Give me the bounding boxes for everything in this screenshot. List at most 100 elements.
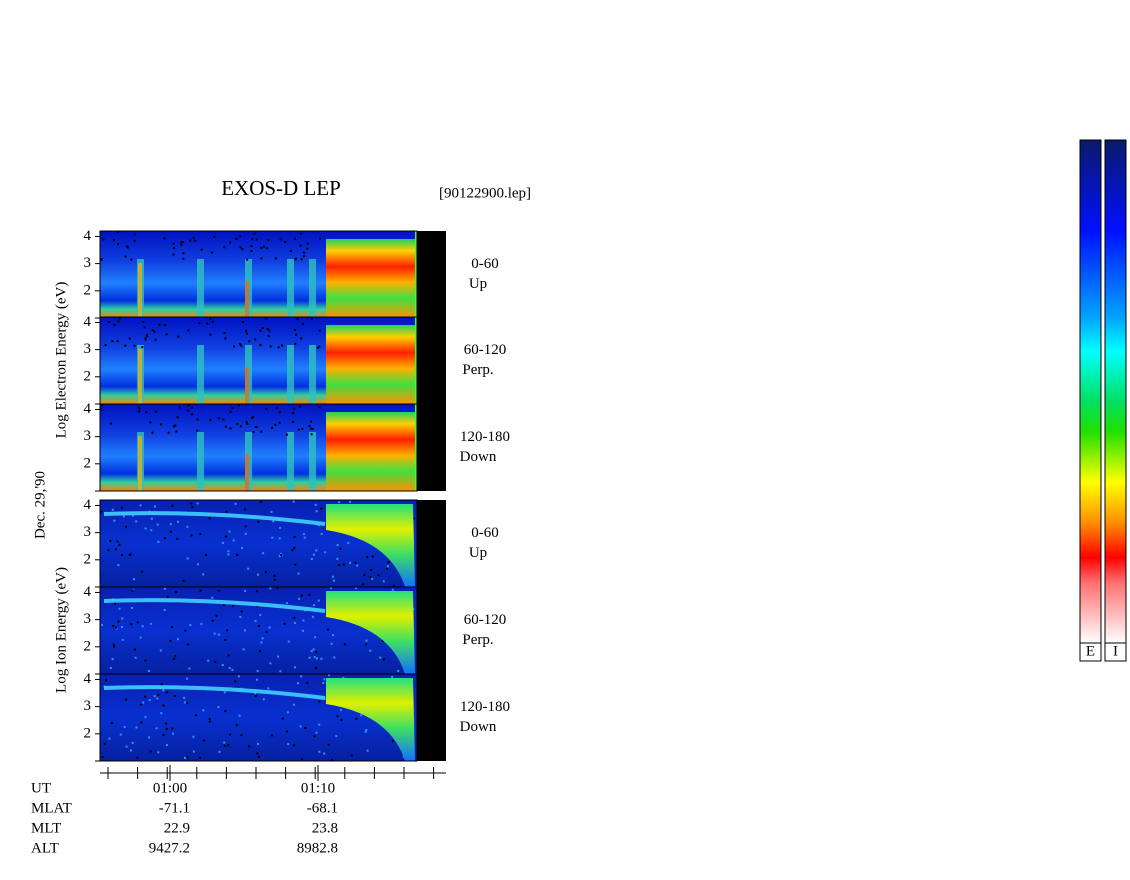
- speckle: [256, 742, 259, 745]
- speckle: [223, 691, 226, 694]
- colorbar: [1079, 139, 1102, 644]
- speckle: [178, 406, 181, 409]
- speckle: [231, 668, 234, 671]
- speckle: [350, 754, 353, 757]
- speckle: [192, 750, 195, 753]
- speckle: [265, 630, 268, 633]
- hot-region: [326, 591, 415, 674]
- speckle: [330, 642, 333, 645]
- speckle: [172, 732, 175, 735]
- speckle: [126, 245, 129, 248]
- speckle: [371, 577, 374, 580]
- speckle: [336, 543, 339, 546]
- speckle: [145, 411, 148, 414]
- speckle: [338, 501, 341, 504]
- speckle: [110, 721, 113, 724]
- speckle: [300, 757, 303, 760]
- speckle: [166, 595, 169, 598]
- speckle: [278, 537, 281, 540]
- y-tick-label: 3: [84, 341, 92, 357]
- speckle: [167, 431, 170, 434]
- speckle: [141, 625, 144, 628]
- speckle: [303, 251, 306, 254]
- speckle: [277, 346, 280, 349]
- speckle: [208, 720, 211, 723]
- speckle: [318, 345, 321, 348]
- speckle: [246, 422, 249, 425]
- speckle: [263, 245, 266, 248]
- speckle: [202, 709, 205, 712]
- speckle: [111, 508, 114, 511]
- y-tick-label: 2: [84, 638, 92, 654]
- speckle: [349, 561, 352, 564]
- speckle: [382, 580, 385, 583]
- ion-beam: [103, 511, 326, 526]
- direction-label: Down: [460, 719, 497, 735]
- speckle: [364, 730, 367, 733]
- speckle: [177, 335, 180, 338]
- speckle: [192, 735, 195, 738]
- speckle: [165, 744, 168, 747]
- speckle: [224, 638, 227, 641]
- speckle: [260, 257, 263, 260]
- speckle: [211, 596, 214, 599]
- speckle: [227, 550, 230, 553]
- speckle: [266, 247, 269, 250]
- speckle: [182, 257, 185, 260]
- burst-core: [245, 281, 249, 318]
- speckle: [150, 529, 153, 532]
- speckle: [328, 674, 331, 677]
- speckle: [118, 543, 121, 546]
- speckle: [147, 669, 150, 672]
- speckle: [228, 733, 231, 736]
- speckle: [187, 329, 190, 332]
- speckle: [183, 701, 186, 704]
- speckle: [104, 679, 107, 682]
- speckle: [222, 603, 225, 606]
- speckle: [339, 547, 342, 550]
- speckle: [132, 514, 135, 517]
- speckle: [314, 636, 317, 639]
- speckle: [148, 699, 151, 702]
- speckle: [342, 563, 345, 566]
- panels: 2 3 4 0-60 Up 2 3 4 60-120 Perp. 2 3 4 120-180 Down 2 3 4…: [84, 228, 510, 762]
- speckle: [215, 614, 218, 617]
- speckle: [174, 655, 177, 658]
- speckle: [100, 258, 103, 261]
- speckle: [335, 735, 338, 738]
- speckle: [286, 711, 289, 714]
- speckle: [180, 241, 183, 244]
- direction-label: Down: [460, 449, 497, 465]
- speckle: [165, 727, 168, 730]
- x-tick-label: 01:00: [153, 780, 187, 796]
- speckle: [118, 317, 121, 320]
- speckle: [116, 231, 119, 234]
- burst: [287, 345, 294, 404]
- speckle: [224, 425, 227, 428]
- speckle: [254, 619, 257, 622]
- burst: [309, 259, 316, 318]
- speckle: [365, 728, 368, 731]
- orbit-value: 23.8: [312, 820, 338, 836]
- colorbar-label-box: [1104, 642, 1127, 662]
- speckle: [252, 430, 255, 433]
- speckle: [235, 237, 238, 240]
- orbit-value: 8982.8: [297, 840, 338, 856]
- burst-core: [245, 454, 249, 491]
- ion-beam: [103, 685, 326, 700]
- speckle: [285, 602, 288, 605]
- speckle: [103, 742, 106, 745]
- burst-core: [245, 367, 249, 404]
- speckle: [135, 520, 138, 523]
- speckle: [131, 589, 134, 592]
- speckle: [300, 594, 303, 597]
- speckle: [259, 329, 262, 332]
- speckle: [140, 570, 143, 573]
- burst-core: [138, 349, 142, 404]
- speckle: [257, 520, 260, 523]
- speckle: [238, 714, 241, 717]
- orbit-row-label: MLAT: [31, 800, 72, 816]
- speckle: [366, 749, 369, 752]
- speckle: [354, 561, 357, 564]
